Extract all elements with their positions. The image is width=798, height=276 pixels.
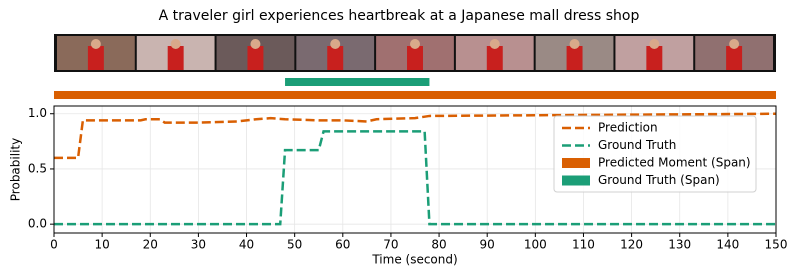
legend-swatch — [562, 158, 590, 168]
frame-figure — [167, 46, 184, 70]
x-tick-label: 70 — [383, 238, 398, 252]
video-frames — [54, 34, 776, 72]
x-tick-label: 20 — [143, 238, 158, 252]
frame-figure — [726, 46, 743, 70]
span-bar — [54, 91, 776, 99]
legend-swatch — [562, 175, 590, 186]
frame-figure — [486, 46, 503, 70]
x-tick-label: 100 — [524, 238, 547, 252]
y-tick-label: 0.0 — [28, 217, 47, 231]
frame-face — [410, 39, 420, 49]
frame-face — [729, 39, 740, 49]
line — [54, 130, 776, 226]
x-tick-label: 90 — [480, 238, 495, 252]
frame-face — [569, 39, 580, 49]
y-axis-label: Probability — [9, 138, 23, 201]
x-axis-label: Time (second) — [371, 253, 457, 267]
legend-label: Ground Truth (Span) — [598, 173, 720, 187]
x-tick-label: 150 — [765, 238, 788, 252]
x-tick-label: 60 — [335, 238, 350, 252]
frame-face — [649, 39, 660, 49]
x-tick-label: 80 — [431, 238, 446, 252]
frame-figure — [566, 46, 583, 70]
x-tick-label: 0 — [50, 238, 58, 252]
frame-figure — [407, 46, 423, 70]
legend-label: Predicted Moment (Span) — [598, 156, 751, 170]
frame-face — [250, 39, 261, 49]
x-tick-label: 10 — [94, 238, 109, 252]
legend-label: Prediction — [598, 121, 658, 135]
frame-figure — [327, 46, 344, 70]
y-tick-label: 0.5 — [28, 161, 47, 175]
frame-figure — [646, 46, 663, 70]
x-tick-label: 110 — [572, 238, 595, 252]
legend-label: Ground Truth — [598, 138, 676, 152]
frame-face — [330, 39, 341, 49]
x-tick-label: 40 — [239, 238, 254, 252]
legend-box — [553, 115, 757, 193]
x-tick-label: 130 — [668, 238, 691, 252]
frame-face — [489, 39, 500, 49]
span-bar — [285, 78, 430, 86]
frame-face — [170, 39, 181, 49]
x-tick-label: 30 — [191, 238, 206, 252]
x-tick-label: 50 — [287, 238, 302, 252]
x-tick-label: 120 — [620, 238, 643, 252]
y-tick-label: 1.0 — [28, 106, 47, 120]
frame-figure — [87, 46, 104, 70]
x-tick-label: 140 — [716, 238, 739, 252]
frame-figure — [247, 46, 264, 70]
plot-frame — [53, 105, 777, 234]
chart-title: A traveler girl experiences heartbreak a… — [159, 8, 640, 24]
line — [54, 112, 777, 160]
frame-face — [90, 39, 101, 49]
